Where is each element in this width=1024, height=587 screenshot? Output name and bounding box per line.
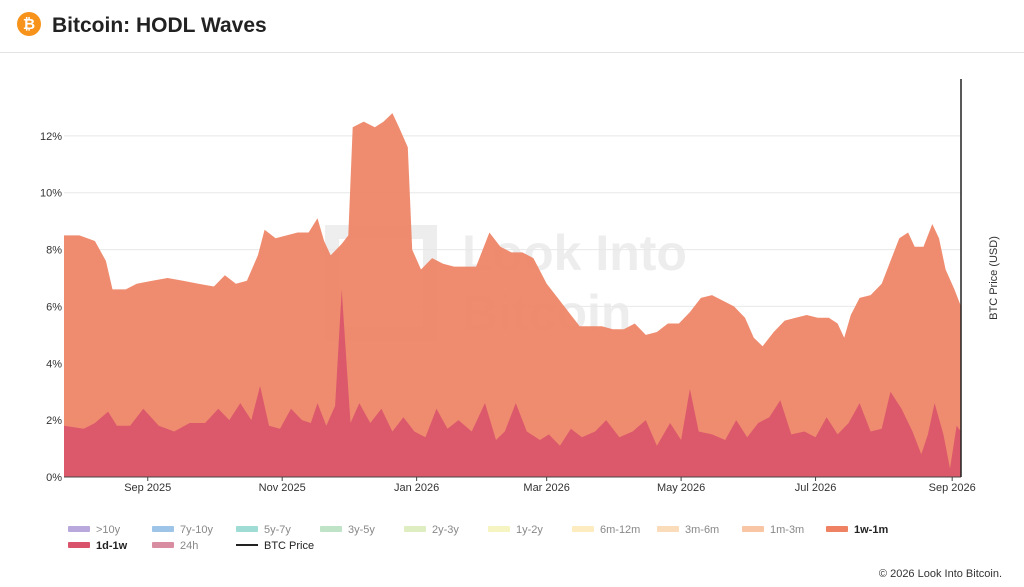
legend-label: 6m-12m [600, 524, 640, 536]
copyright-text: © 2026 Look Into Bitcoin. [878, 568, 1002, 580]
legend-item-24h[interactable]: 24h [152, 540, 198, 552]
x-axis-ticks: Sep 2025 Nov 2025 Jan 2026 Mar 2026 May 2026… [124, 477, 976, 494]
legend-swatch [572, 526, 594, 532]
legend-swatch [320, 526, 342, 532]
legend-item-6m-12m[interactable]: 6m-12m [572, 524, 640, 536]
y-tick-label: 8% [46, 245, 62, 257]
series-areas [64, 113, 961, 477]
legend-label: BTC Price [264, 540, 314, 552]
bitcoin-icon: ₿ [17, 12, 41, 36]
y-tick-label: 10% [40, 188, 62, 200]
y-axis-ticks: 0% 2% 4% 6% 8% 10% 12% [40, 131, 62, 484]
area-1d-1w [64, 289, 961, 477]
legend-item-3y-5y[interactable]: 3y-5y [320, 524, 375, 536]
legend-swatch [488, 526, 510, 532]
legend-label: 3m-6m [685, 524, 719, 536]
legend-item-BTC Price[interactable]: BTC Price [236, 540, 314, 552]
legend-swatch [152, 542, 174, 548]
legend-swatch [657, 526, 679, 532]
legend-swatch [152, 526, 174, 532]
legend-swatch [404, 526, 426, 532]
legend-item->10y[interactable]: >10y [68, 524, 121, 536]
legend-swatch [742, 526, 764, 532]
x-tick-label: Sep 2026 [929, 482, 976, 494]
legend-swatch [68, 526, 90, 532]
legend-label: 3y-5y [348, 524, 375, 536]
legend-label: 2y-3y [432, 524, 459, 536]
legend-swatch [826, 526, 848, 532]
legend-label: 1m-3m [770, 524, 804, 536]
legend-item-1d-1w[interactable]: 1d-1w [68, 540, 128, 552]
area-1w-1m [64, 113, 961, 477]
legend-label: 5y-7y [264, 524, 291, 536]
x-tick-label: Mar 2026 [523, 482, 569, 494]
x-tick-label: Jul 2026 [795, 482, 837, 494]
legend-swatch [68, 542, 90, 548]
x-tick-label: Jan 2026 [394, 482, 439, 494]
legend-item-1w-1m[interactable]: 1w-1m [826, 524, 888, 536]
y-tick-label: 2% [46, 415, 62, 427]
legend-item-5y-7y[interactable]: 5y-7y [236, 524, 291, 536]
legend-label: 1d-1w [96, 540, 128, 552]
legend-item-1m-3m[interactable]: 1m-3m [742, 524, 804, 536]
page-title: Bitcoin: HODL Waves [52, 14, 267, 37]
legend-item-1y-2y[interactable]: 1y-2y [488, 524, 543, 536]
y-tick-label: 6% [46, 301, 62, 313]
y-tick-label: 0% [46, 472, 62, 484]
x-tick-label: May 2026 [657, 482, 705, 494]
y-tick-label: 12% [40, 131, 62, 143]
y2-axis-label: BTC Price (USD) [988, 236, 1000, 320]
x-tick-label: Nov 2025 [259, 482, 306, 494]
legend-label: 1y-2y [516, 524, 543, 536]
legend-item-7y-10y[interactable]: 7y-10y [152, 524, 214, 536]
legend-label: >10y [96, 524, 121, 536]
legend[interactable]: >10y 7y-10y 5y-7y 3y-5y 2y-3y 1y-2y 6m-12m 3m-6… [68, 524, 888, 552]
page-header: ₿ Bitcoin: HODL Waves [0, 0, 1024, 53]
y-tick-label: 4% [46, 358, 62, 370]
legend-label: 1w-1m [854, 524, 888, 536]
legend-swatch [236, 526, 258, 532]
legend-label: 7y-10y [180, 524, 214, 536]
legend-label: 24h [180, 540, 198, 552]
x-tick-label: Sep 2025 [124, 482, 171, 494]
legend-item-3m-6m[interactable]: 3m-6m [657, 524, 719, 536]
legend-item-2y-3y[interactable]: 2y-3y [404, 524, 459, 536]
